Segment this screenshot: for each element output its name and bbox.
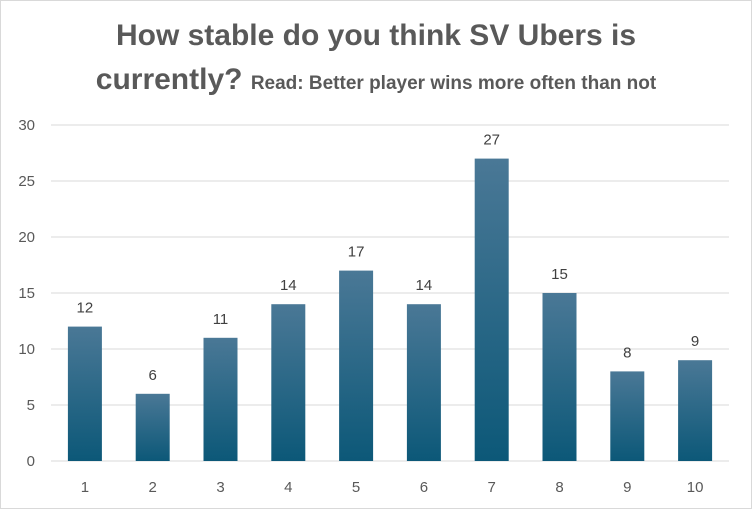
x-tick-label-5: 5 — [352, 479, 360, 496]
bar-4 — [271, 304, 306, 461]
data-label-1: 12 — [77, 300, 94, 317]
y-axis-ticks: 0 5 10 15 20 25 30 — [18, 117, 35, 470]
chart-title-line2: currently? Read: Better player wins more… — [1, 63, 751, 97]
data-label-8: 15 — [551, 266, 568, 283]
chart-title: How stable do you think SV Ubers is — [115, 19, 637, 52]
bar-3 — [203, 337, 238, 461]
x-tick-label-2: 2 — [149, 479, 157, 496]
chart-title-continued: currently? — [95, 63, 243, 96]
x-axis-ticks: 1 2 3 4 5 6 7 8 9 10 — [81, 479, 704, 496]
bar-5 — [339, 270, 374, 461]
data-label-10: 9 — [691, 333, 699, 350]
y-tick-label: 10 — [18, 341, 35, 358]
data-label-5: 17 — [348, 244, 365, 261]
y-tick-label: 20 — [18, 229, 35, 246]
x-tick-label-4: 4 — [284, 479, 292, 496]
x-tick-label-9: 9 — [623, 479, 631, 496]
x-tick-label-10: 10 — [687, 479, 704, 496]
bar-6 — [406, 304, 441, 461]
y-tick-label: 0 — [27, 453, 35, 470]
bar-7 — [474, 158, 509, 461]
y-tick-label: 15 — [18, 285, 35, 302]
data-labels: 12 6 11 14 17 14 27 15 8 9 — [77, 132, 700, 384]
data-label-3: 11 — [213, 311, 229, 328]
x-tick-label-7: 7 — [488, 479, 496, 496]
y-tick-label: 5 — [27, 397, 35, 414]
data-label-9: 8 — [623, 344, 631, 361]
bar-8 — [542, 293, 577, 461]
bars — [67, 158, 713, 461]
data-label-7: 27 — [483, 132, 500, 149]
bar-9 — [610, 371, 645, 461]
data-label-6: 14 — [416, 277, 433, 294]
y-tick-label: 30 — [18, 117, 35, 134]
data-label-4: 14 — [280, 277, 297, 294]
chart-subtitle: Read: Better player wins more often than… — [250, 73, 657, 94]
data-label-2: 6 — [149, 367, 157, 384]
x-tick-label-8: 8 — [555, 479, 563, 496]
bar-1 — [67, 326, 102, 461]
x-tick-label-1: 1 — [81, 479, 89, 496]
y-tick-label: 25 — [18, 173, 35, 190]
x-tick-label-3: 3 — [216, 479, 224, 496]
x-tick-label-6: 6 — [420, 479, 428, 496]
bar-2 — [135, 393, 170, 461]
bar-10 — [678, 360, 713, 461]
